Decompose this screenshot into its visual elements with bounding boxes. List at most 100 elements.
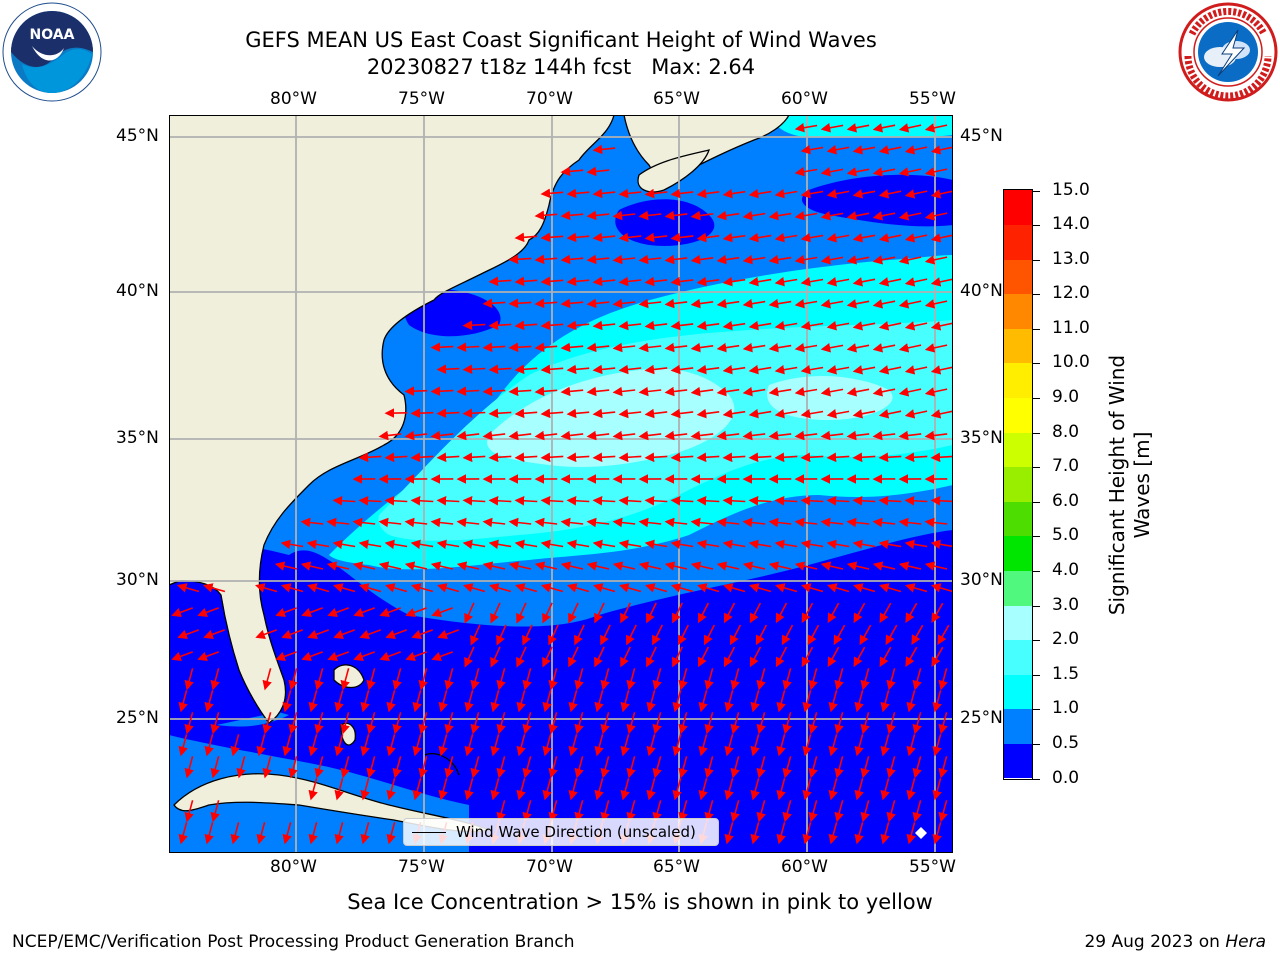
- colorbar-segment: [1004, 432, 1032, 468]
- wind-wave-arrow: [800, 583, 824, 593]
- wind-wave-arrow: [275, 607, 297, 617]
- colorbar-tick: [1033, 398, 1040, 400]
- wind-wave-arrow: [592, 232, 616, 243]
- wind-wave-arrow: [560, 386, 584, 397]
- lat-tick-left: 40°N: [116, 281, 159, 301]
- wind-wave-arrow: [644, 276, 668, 287]
- wind-wave-arrow: [638, 342, 662, 353]
- wind-wave-arrow: [560, 210, 584, 221]
- wind-wave-arrow: [826, 189, 850, 199]
- wind-wave-arrow: [612, 386, 636, 397]
- wind-wave-arrow: [800, 495, 824, 506]
- wind-wave-arrow: [730, 668, 740, 691]
- wind-wave-arrow: [386, 822, 396, 845]
- wind-wave-arrow: [431, 607, 453, 617]
- wind-wave-arrow: [514, 452, 538, 463]
- wind-wave-arrow: [696, 232, 720, 243]
- wind-wave-arrow: [618, 583, 642, 593]
- title-line-1: GEFS MEAN US East Coast Significant Heig…: [245, 28, 877, 52]
- wind-wave-arrow: [410, 452, 434, 463]
- wind-wave-arrow: [171, 607, 193, 617]
- wind-wave-arrow: [534, 430, 558, 441]
- wind-wave-arrow: [280, 583, 304, 593]
- wind-wave-arrow: [308, 822, 318, 845]
- wind-wave-arrow: [932, 734, 942, 757]
- wind-wave-arrow: [716, 517, 740, 528]
- wind-wave-arrow: [774, 276, 798, 287]
- wind-wave-arrow: [496, 624, 507, 646]
- wind-wave-arrow: [924, 123, 948, 133]
- wind-wave-arrow: [878, 233, 902, 243]
- wind-wave-arrow: [716, 561, 740, 571]
- wind-wave-arrow: [834, 800, 844, 823]
- wind-wave-arrow: [852, 452, 876, 463]
- wind-wave-arrow: [626, 712, 636, 735]
- wind-wave-arrow: [594, 690, 604, 713]
- wind-wave-arrow: [826, 495, 850, 506]
- wind-wave-arrow: [748, 583, 772, 593]
- wind-wave-arrow: [592, 144, 616, 155]
- wind-wave-arrow: [254, 583, 278, 593]
- wind-wave-arrow: [820, 255, 844, 265]
- wind-wave-arrow: [722, 364, 746, 375]
- wind-wave-arrow: [704, 800, 714, 823]
- colorbar-tick-label: 14.0: [1052, 214, 1090, 235]
- wind-wave-arrow: [938, 800, 948, 823]
- wind-wave-arrow: [748, 364, 772, 375]
- wind-wave-arrow: [802, 778, 812, 801]
- wind-wave-arrow: [776, 778, 786, 801]
- wind-wave-arrow: [774, 232, 798, 243]
- wind-wave-arrow: [592, 276, 616, 287]
- wind-wave-arrow: [618, 408, 642, 419]
- legend-line-icon: [412, 832, 446, 833]
- wind-wave-arrow: [488, 495, 512, 506]
- wind-wave-arrow: [768, 430, 792, 441]
- sea-ice-note: Sea Ice Concentration > 15% is shown in …: [347, 890, 933, 914]
- wind-wave-arrow: [456, 386, 480, 397]
- wind-wave-arrow: [756, 712, 766, 735]
- colorbar: [1003, 189, 1033, 780]
- wind-wave-arrow: [722, 539, 746, 550]
- wind-wave-arrow: [618, 276, 642, 287]
- wind-wave-arrow: [924, 517, 948, 528]
- wind-wave-arrow: [716, 210, 740, 221]
- wind-wave-arrow: [462, 408, 486, 419]
- wind-wave-arrow: [652, 668, 662, 691]
- wind-wave-arrow: [904, 321, 928, 331]
- wind-wave-arrow: [826, 145, 850, 155]
- wind-wave-arrow: [438, 778, 448, 801]
- wind-wave-arrow: [508, 430, 532, 441]
- wind-wave-arrow: [768, 210, 792, 221]
- lon-tick-bottom: 55°W: [909, 857, 956, 877]
- wind-wave-arrow: [801, 646, 814, 668]
- wind-wave-arrow: [924, 299, 948, 309]
- colorbar-segment: [1004, 224, 1032, 260]
- wind-wave-arrow: [854, 822, 864, 845]
- wind-wave-arrow: [904, 583, 928, 593]
- wind-wave-arrow: [878, 145, 902, 155]
- wind-wave-arrow: [638, 254, 662, 265]
- wind-wave-arrow: [378, 517, 402, 528]
- wind-wave-arrow: [280, 539, 304, 550]
- wind-wave-arrow: [748, 320, 772, 331]
- wind-wave-arrow: [516, 778, 526, 801]
- wind-wave-arrow: [592, 408, 616, 419]
- wind-wave-arrow: [327, 651, 349, 661]
- wind-wave-arrow: [852, 189, 876, 199]
- map-frame: [169, 115, 953, 853]
- wind-wave-arrow: [496, 756, 506, 779]
- wind-wave-arrow: [404, 517, 428, 528]
- wind-wave-arrow: [600, 624, 611, 646]
- colorbar-segment: [1004, 328, 1032, 364]
- wind-wave-arrow: [742, 561, 766, 571]
- wind-wave-arrow: [384, 583, 408, 593]
- wind-wave-arrow: [808, 800, 818, 823]
- wind-wave-arrow: [620, 646, 631, 668]
- wind-wave-arrow: [534, 386, 558, 397]
- wind-wave-arrow: [860, 712, 870, 735]
- wind-wave-arrow: [930, 277, 953, 287]
- wind-wave-arrow: [904, 189, 928, 199]
- wind-wave-arrow: [202, 583, 226, 593]
- wind-wave-arrow: [808, 756, 818, 779]
- wind-wave-arrow: [540, 408, 564, 419]
